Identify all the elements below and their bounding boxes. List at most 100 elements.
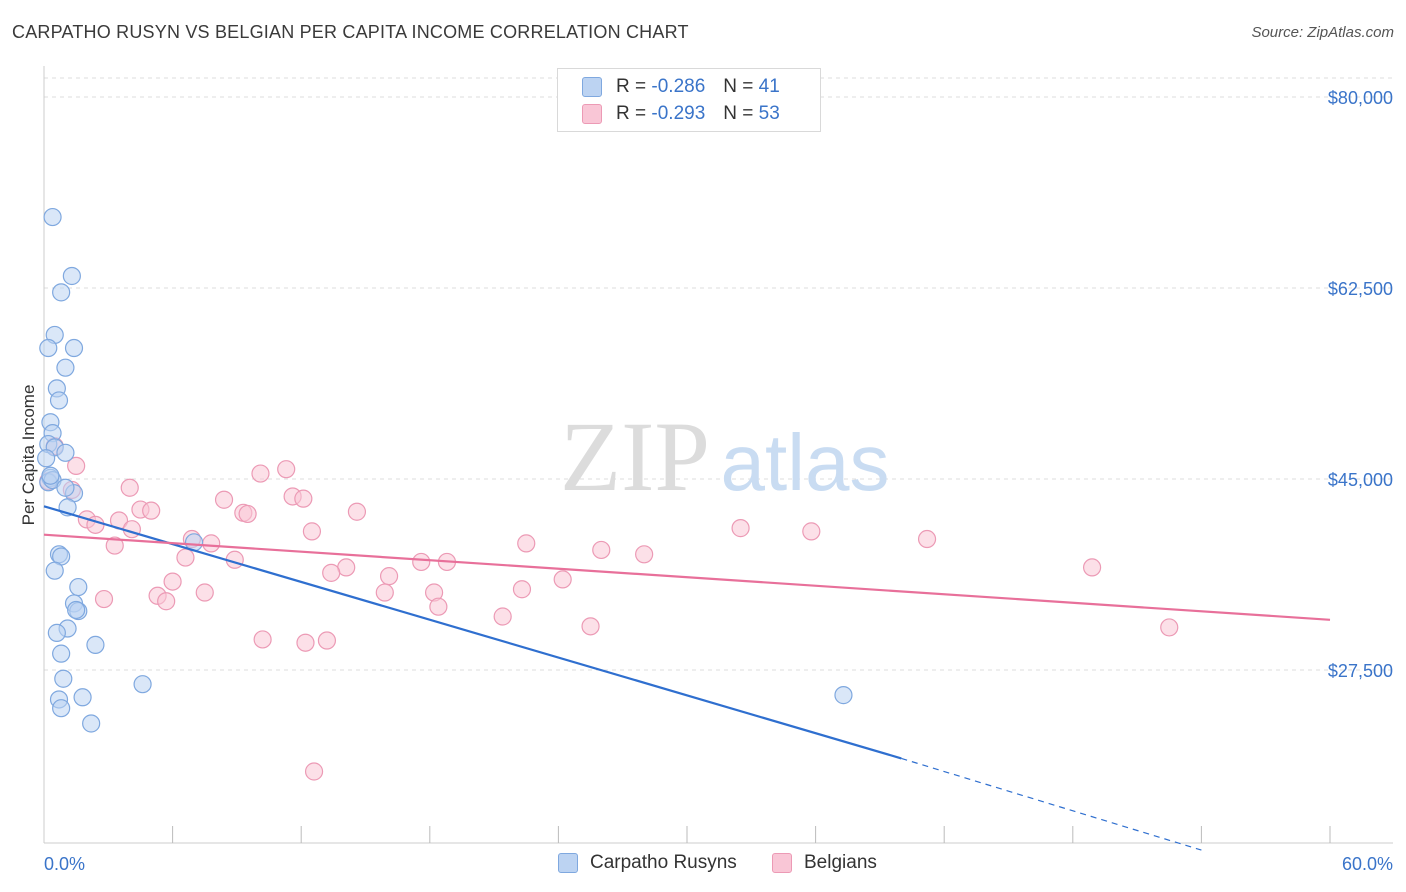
y-tick-label: $80,000 bbox=[1328, 88, 1393, 108]
carpatho-rusyns-point bbox=[82, 714, 101, 733]
carpatho-rusyns-point bbox=[73, 688, 92, 707]
belgians-point bbox=[157, 592, 176, 611]
belgians-point bbox=[517, 534, 536, 553]
belgians-point bbox=[304, 762, 324, 781]
carpatho-rusyns-point bbox=[133, 675, 152, 694]
belgians-point bbox=[592, 540, 611, 560]
belgians-point bbox=[581, 617, 600, 636]
belgians-point bbox=[493, 607, 512, 626]
legend-n-value: 41 bbox=[758, 76, 780, 97]
belgians-point bbox=[296, 633, 315, 652]
carpatho-rusyns-point bbox=[86, 635, 105, 654]
legend-n-label: N = bbox=[723, 103, 754, 124]
belgians-point bbox=[202, 534, 221, 553]
belgians-point bbox=[214, 490, 234, 509]
axes bbox=[43, 66, 1393, 844]
carpatho-rusyns-point bbox=[39, 338, 58, 358]
belgians-point bbox=[94, 589, 114, 609]
belgians-point bbox=[412, 552, 431, 572]
carpatho-rusyns-point bbox=[62, 266, 81, 286]
belgians-point bbox=[347, 502, 367, 521]
carpatho-rusyns-point bbox=[56, 358, 75, 377]
carpatho-rusyns-point bbox=[52, 644, 71, 663]
trend-lines bbox=[43, 505, 1331, 851]
carpatho-rusyns-point bbox=[56, 443, 75, 462]
correlation-legend: R = -0.286 N = 41 R = -0.293 N = 53 bbox=[557, 68, 821, 132]
belgians-point bbox=[163, 572, 182, 591]
belgians-point bbox=[802, 522, 821, 541]
carpatho-rusyns-trend-line bbox=[43, 505, 902, 760]
belgians-point bbox=[302, 522, 322, 541]
legend-n-label: N = bbox=[723, 76, 754, 97]
belgians-trend-line bbox=[43, 533, 1331, 621]
bottom-legend-swatch-blue bbox=[558, 853, 578, 873]
carpatho-rusyns-point bbox=[52, 283, 71, 302]
carpatho-rusyns-trend-extension bbox=[901, 757, 1202, 851]
belgians-points bbox=[39, 437, 1179, 781]
belgians-point bbox=[195, 583, 214, 602]
carpatho-rusyns-point bbox=[43, 207, 62, 227]
bottom-legend-carpatho-rusyns: Carpatho Rusyns bbox=[558, 852, 737, 874]
carpatho-rusyns-point bbox=[41, 466, 60, 485]
belgians-point bbox=[251, 464, 270, 483]
y-tick-label: $45,000 bbox=[1328, 470, 1393, 490]
carpatho-rusyns-point bbox=[834, 686, 853, 705]
carpatho-rusyns-point bbox=[54, 669, 73, 688]
belgians-point bbox=[917, 529, 937, 549]
belgians-point bbox=[375, 583, 394, 602]
belgians-point bbox=[120, 478, 139, 497]
y-tick-label: $62,500 bbox=[1328, 279, 1393, 299]
belgians-point bbox=[1082, 558, 1102, 577]
bottom-legend-swatch-pink bbox=[772, 853, 792, 873]
carpatho-rusyns-point bbox=[37, 449, 56, 468]
belgians-point bbox=[122, 520, 141, 539]
watermark-atlas: atlas bbox=[721, 418, 890, 507]
carpatho-rusyns-point bbox=[56, 478, 75, 497]
belgians-point bbox=[322, 563, 341, 582]
y-axis-label: Per Capita Income bbox=[19, 385, 38, 526]
carpatho-rusyns-point bbox=[64, 338, 84, 358]
belgians-point bbox=[379, 567, 399, 586]
belgians-point bbox=[512, 580, 532, 599]
belgians-point bbox=[142, 501, 161, 520]
carpatho-rusyns-points bbox=[37, 207, 853, 733]
source-label: Source: ZipAtlas.com bbox=[1251, 24, 1394, 41]
legend-n-value: 53 bbox=[758, 103, 780, 124]
watermark-zip: ZIP bbox=[560, 401, 710, 512]
bottom-legend-label: Carpatho Rusyns bbox=[590, 852, 737, 873]
belgians-point bbox=[1160, 618, 1179, 637]
x-tick-label-left: 0.0% bbox=[44, 854, 85, 874]
chart-title: CARPATHO RUSYN VS BELGIAN PER CAPITA INC… bbox=[12, 22, 689, 42]
legend-r-label: R = bbox=[616, 103, 647, 124]
carpatho-rusyns-point bbox=[52, 699, 71, 718]
carpatho-rusyns-point bbox=[45, 561, 64, 580]
y-tick-labels: $80,000 $62,500 $45,000 $27,500 bbox=[1328, 88, 1393, 681]
legend-row-carpatho-rusyns: R = -0.286 N = 41 bbox=[582, 75, 780, 99]
x-tick-label-right: 60.0% bbox=[1342, 854, 1393, 874]
belgians-point bbox=[294, 489, 313, 508]
watermark: ZIP atlas bbox=[560, 401, 889, 512]
legend-r-value: -0.293 bbox=[651, 103, 706, 124]
bottom-legend-belgians: Belgians bbox=[772, 852, 877, 874]
carpatho-rusyns-point bbox=[67, 600, 86, 620]
belgians-point bbox=[67, 456, 86, 476]
belgians-point bbox=[176, 548, 195, 567]
belgians-point bbox=[317, 631, 337, 650]
carpatho-rusyns-point bbox=[49, 391, 69, 410]
legend-swatch-pink bbox=[582, 104, 602, 124]
belgians-point bbox=[429, 597, 448, 616]
belgians-point bbox=[238, 504, 257, 524]
belgians-point bbox=[635, 545, 654, 564]
carpatho-rusyns-point bbox=[47, 623, 66, 642]
belgians-point bbox=[553, 570, 572, 589]
belgians-point bbox=[253, 630, 272, 649]
legend-swatch-blue bbox=[582, 77, 602, 97]
y-tick-label: $27,500 bbox=[1328, 661, 1393, 681]
belgians-point bbox=[277, 460, 296, 479]
bottom-legend-label: Belgians bbox=[804, 852, 877, 873]
legend-row-belgians: R = -0.293 N = 53 bbox=[582, 102, 780, 126]
carpatho-rusyns-point bbox=[69, 577, 88, 597]
belgians-point bbox=[105, 536, 124, 555]
belgians-point bbox=[731, 519, 750, 538]
